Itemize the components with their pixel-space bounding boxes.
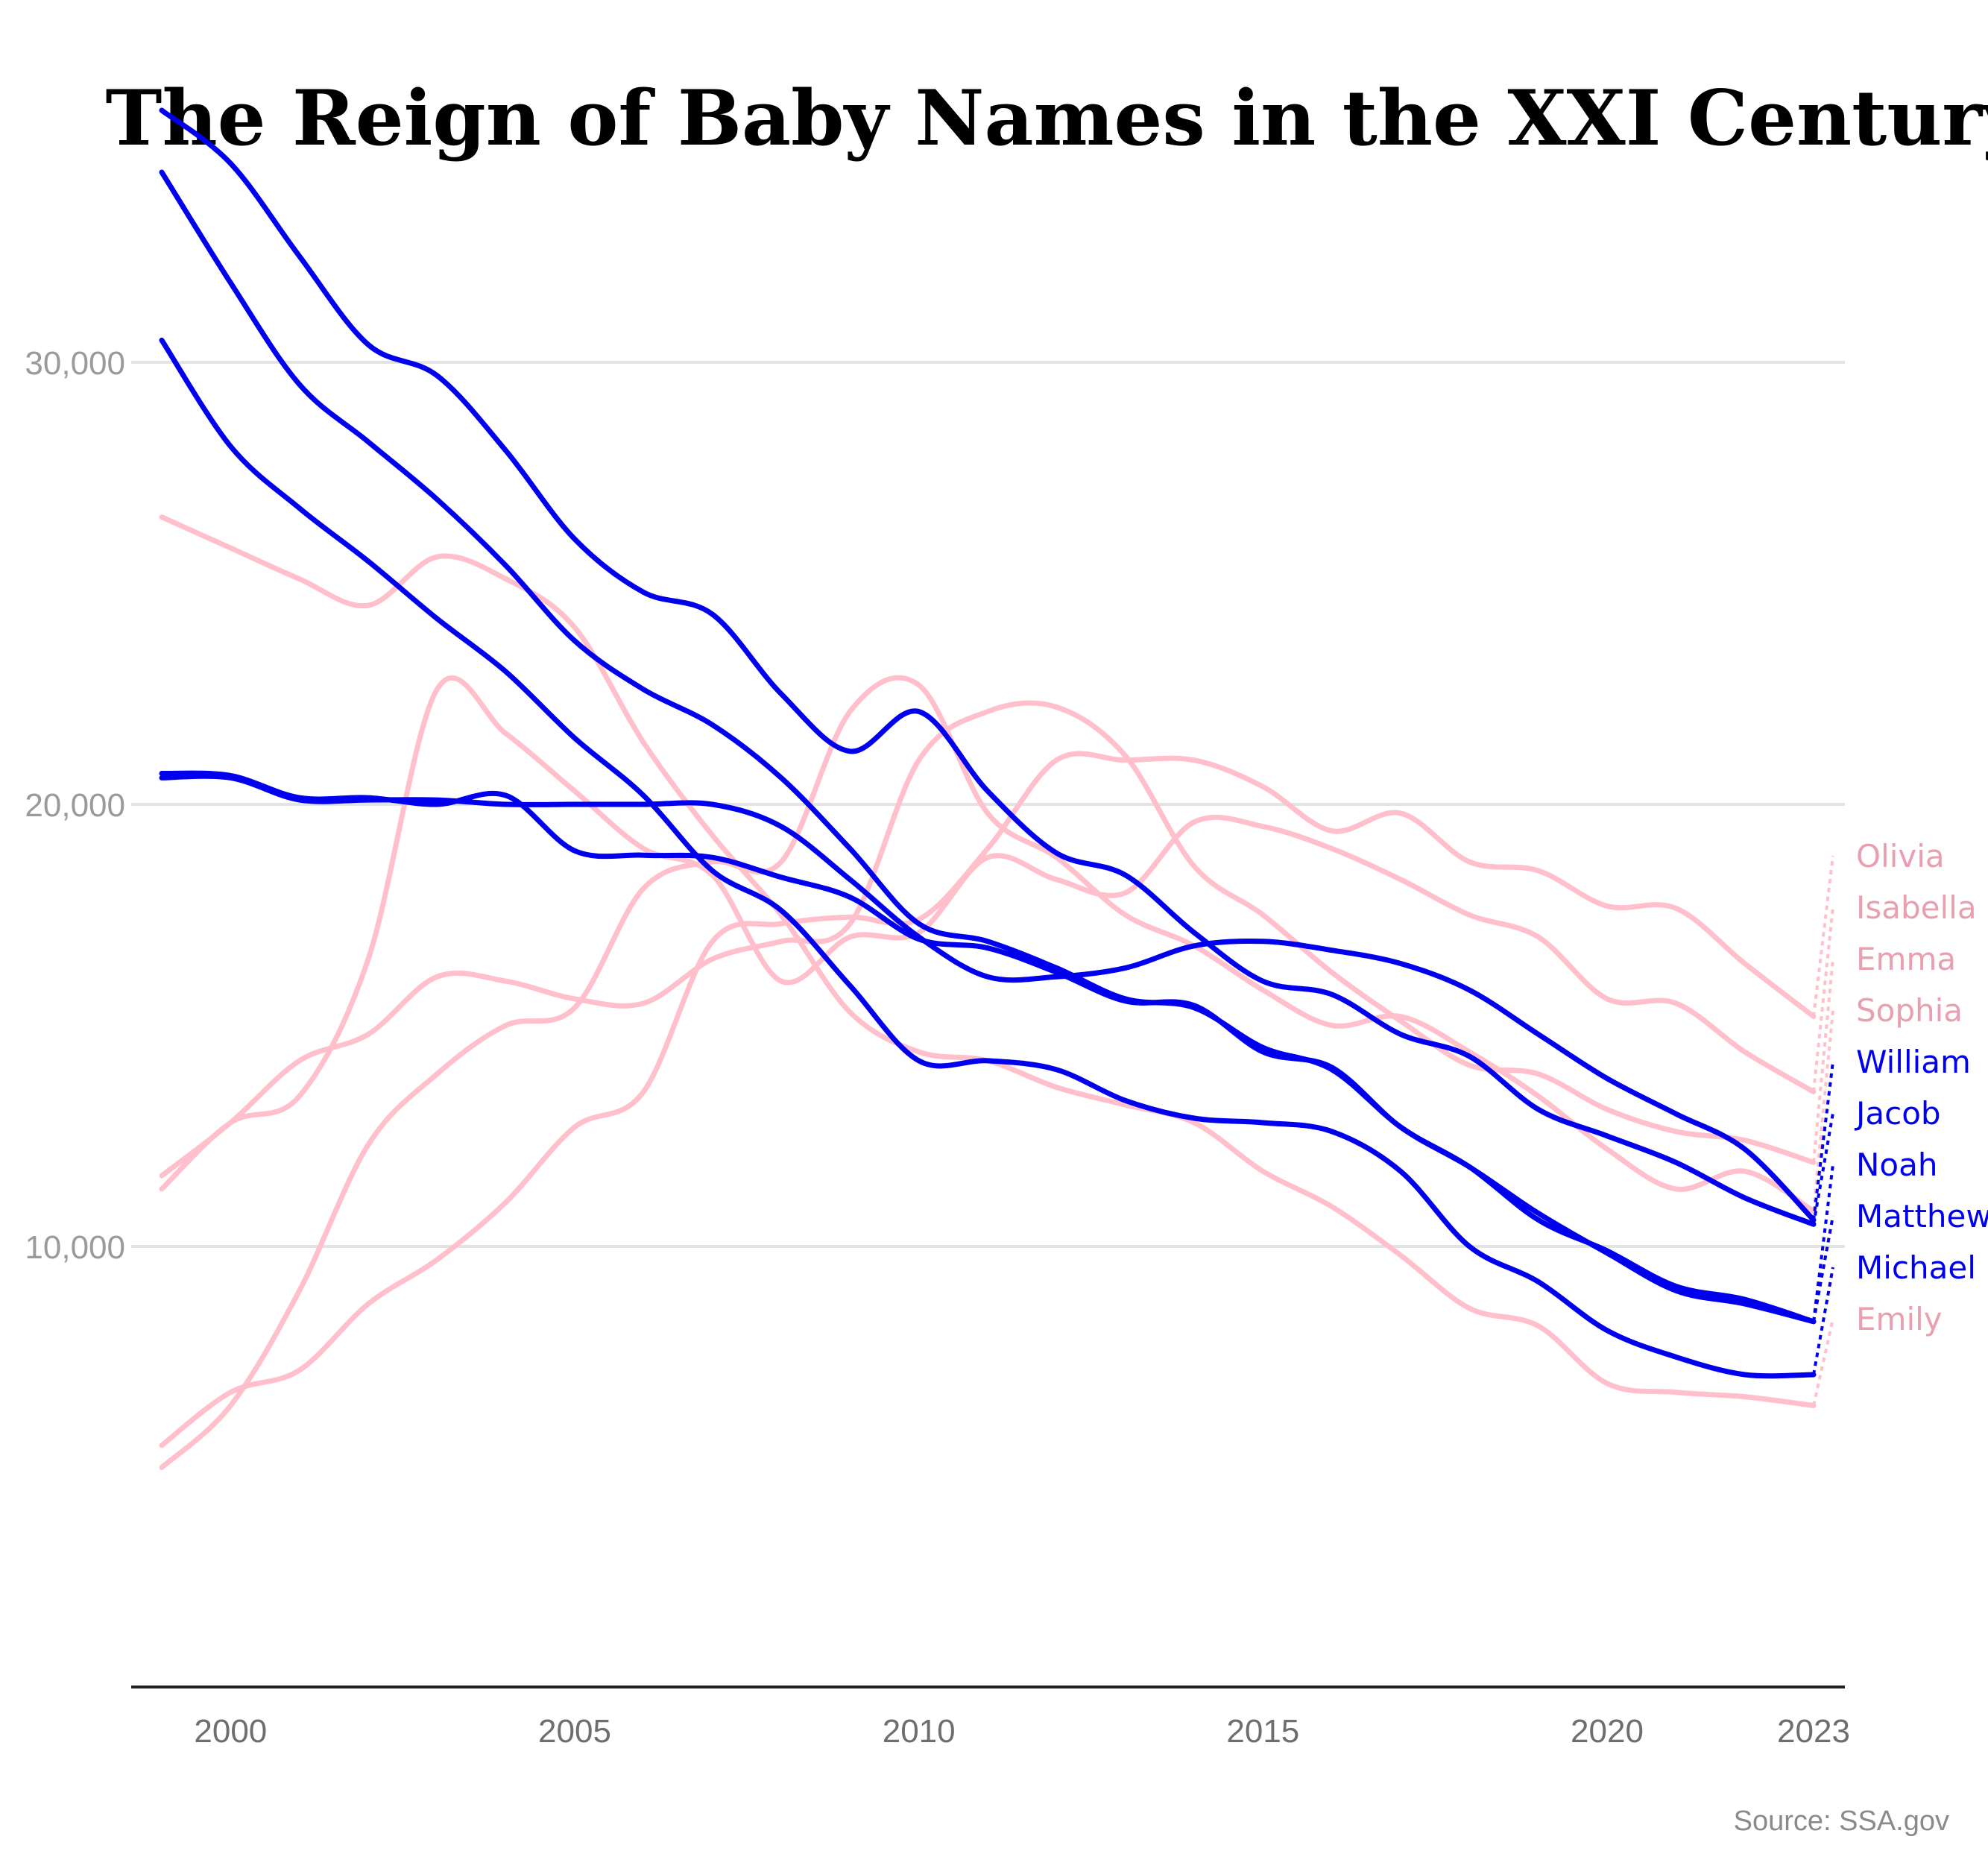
series-line-matthew: [159, 169, 1817, 1325]
gridlines: [131, 361, 1845, 1248]
end-label-emily: Emily: [1856, 1301, 1943, 1337]
x-tick-label: 2005: [538, 1713, 611, 1750]
x-tick-label: 2020: [1571, 1713, 1644, 1750]
end-label-noah: Noah: [1856, 1147, 1937, 1183]
end-label-jacob: Jacob: [1854, 1095, 1941, 1132]
leader-jacob: [1812, 1112, 1834, 1225]
series-line-emily: [159, 514, 1817, 1408]
girls-series-group: [159, 514, 1817, 1470]
x-tick-label: 2000: [194, 1713, 267, 1750]
leader-michael: [1812, 1267, 1834, 1375]
source-note: Source: SSA.gov: [1734, 1806, 1949, 1837]
end-label-matthew: Matthew: [1856, 1198, 1988, 1234]
leader-matthew: [1812, 1215, 1834, 1322]
series-line-emma: [159, 700, 1817, 1179]
y-tick-label: 20,000: [25, 787, 125, 824]
chart-title: The Reign of Baby Names in the XXI Centu…: [106, 74, 1988, 163]
series-line-sophia: [159, 675, 1817, 1470]
leader-olivia: [1812, 855, 1834, 1017]
y-tick-label: 30,000: [25, 345, 125, 382]
end-label-isabella: Isabella: [1856, 889, 1977, 926]
series-line-isabella: [159, 675, 1817, 1192]
leader-emily: [1812, 1318, 1834, 1406]
series-line-william: [159, 773, 1817, 1223]
x-tick-labels: 2000 2005 2010 2015 2020 2023: [194, 1713, 1850, 1750]
end-label-olivia: Olivia: [1856, 838, 1945, 874]
y-tick-label: 10,000: [25, 1229, 125, 1266]
x-tick-label: 2010: [883, 1713, 956, 1750]
leader-emma: [1812, 958, 1834, 1163]
end-label-emma: Emma: [1856, 941, 1956, 977]
series-line-michael: [159, 337, 1817, 1379]
series-line-noah: [159, 770, 1817, 1325]
end-labels: Olivia Isabella Emma Sophia William Jacob Noah…: [1812, 838, 1988, 1406]
x-tick-label: 2023: [1777, 1713, 1850, 1750]
boys-series-group: [159, 107, 1817, 1379]
leader-sophia: [1812, 1009, 1834, 1211]
series-line-jacob: [159, 107, 1817, 1227]
y-tick-labels: 10,000 20,000 30,000: [25, 345, 125, 1266]
x-tick-label: 2015: [1226, 1713, 1299, 1750]
leader-noah: [1812, 1164, 1834, 1322]
end-label-michael: Michael: [1856, 1249, 1976, 1286]
end-label-william: William: [1856, 1044, 1971, 1080]
leader-isabella: [1812, 906, 1834, 1092]
end-label-sophia: Sophia: [1856, 992, 1963, 1029]
